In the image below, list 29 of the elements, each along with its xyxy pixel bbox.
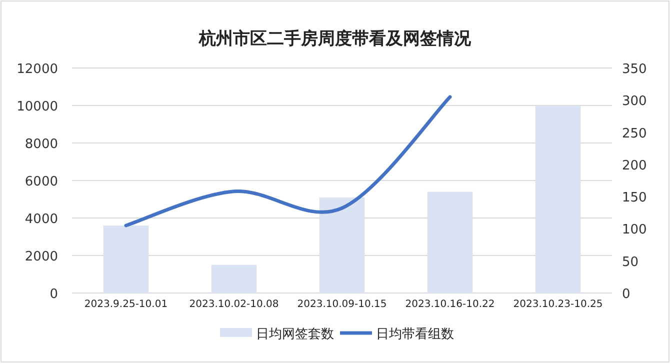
bar bbox=[319, 197, 365, 293]
legend-label: 日均带看组数 bbox=[376, 327, 454, 342]
y2-tick-label: 300 bbox=[622, 94, 647, 110]
y-tick-label: 0 bbox=[50, 287, 58, 302]
y-tick-label: 2000 bbox=[24, 250, 58, 264]
x-tick-label: 2023.10.02-10.08 bbox=[189, 299, 279, 310]
y-tick-label: 6000 bbox=[24, 174, 58, 190]
bar bbox=[103, 226, 149, 293]
x-tick-label: 2023.9.25-10.01 bbox=[84, 299, 168, 310]
y2-tick-label: 200 bbox=[622, 158, 647, 174]
legend-label: 日均网签套数 bbox=[256, 327, 334, 342]
bar bbox=[427, 192, 473, 293]
y-tick-label: 8000 bbox=[24, 137, 58, 152]
y2-tick-label: 0 bbox=[622, 287, 630, 302]
y2-tick-label: 50 bbox=[622, 254, 639, 270]
bar bbox=[211, 264, 257, 293]
y2-tick-label: 350 bbox=[622, 62, 647, 77]
x-tick-label: 2023.10.23-10.25 bbox=[513, 299, 603, 310]
x-tick-label: 2023.10.09-10.15 bbox=[297, 299, 387, 310]
y2-tick-label: 100 bbox=[622, 222, 647, 238]
y-tick-label: 4000 bbox=[24, 212, 58, 227]
x-tick-label: 2023.10.16-10.22 bbox=[405, 299, 495, 310]
line-series bbox=[124, 95, 452, 228]
chart-title: 杭州市区二手房周度带看及网签情况 bbox=[198, 29, 472, 49]
y-tick-label: 10000 bbox=[16, 100, 58, 114]
bar bbox=[535, 106, 581, 293]
y2-tick-label: 150 bbox=[622, 190, 647, 206]
y2-tick-label: 250 bbox=[622, 126, 647, 142]
y-tick-label: 12000 bbox=[16, 62, 58, 77]
